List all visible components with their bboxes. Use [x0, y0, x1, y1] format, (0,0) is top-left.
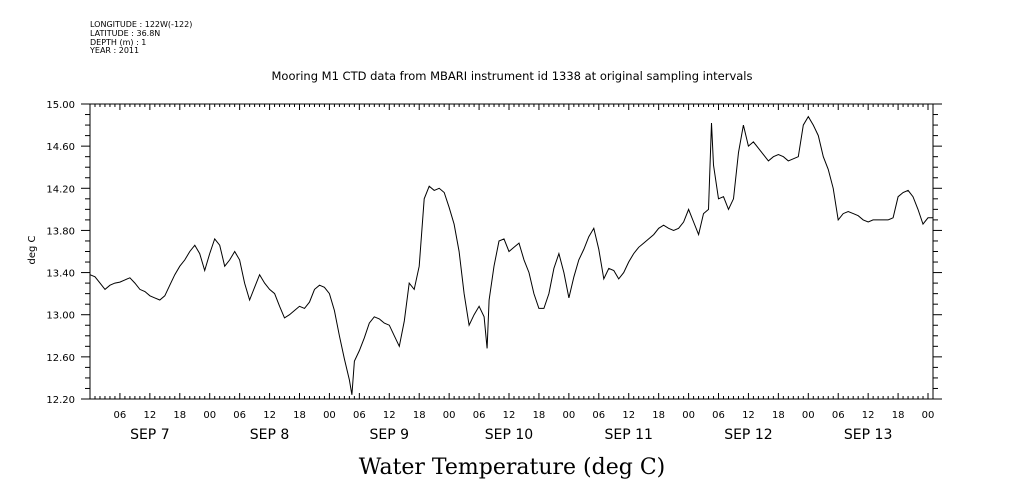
x-tick-label: 18: [293, 410, 306, 421]
x-tick-label: 00: [562, 410, 575, 421]
plot-frame: [89, 103, 934, 400]
x-tick-label: 12: [862, 410, 875, 421]
y-tick-label: 13.80: [46, 226, 75, 237]
day-label: SEP 13: [844, 427, 892, 443]
series-line: [89, 115, 933, 395]
x-tick-label: 00: [682, 410, 695, 421]
x-tick-label: 00: [802, 410, 815, 421]
day-label: SEP 11: [604, 427, 652, 443]
x-tick-label: 12: [383, 410, 396, 421]
meta-depth: DEPTH (m) : 1: [90, 37, 147, 47]
x-tick-label: 00: [203, 410, 216, 421]
x-tick-label: 12: [503, 410, 516, 421]
x-tick-label: 06: [473, 410, 486, 421]
day-label: SEP 12: [724, 427, 772, 443]
x-tick-label: 18: [413, 410, 426, 421]
x-tick-label: 06: [592, 410, 605, 421]
y-tick-label: 13.00: [46, 311, 75, 322]
x-tick-label: 06: [712, 410, 725, 421]
axes: 06 12 18 00 06 12 18 00 06 12 18 00 06 12 18 00 06 12 18 00…: [46, 100, 942, 443]
x-tick-label: 00: [323, 410, 336, 421]
day-label: SEP 7: [130, 427, 170, 443]
x-tick-label: 06: [233, 410, 246, 421]
y-tick-label: 12.60: [46, 353, 75, 364]
day-label: SEP 9: [370, 427, 410, 443]
meta-longitude: LONGITUDE : 122W(-122): [90, 20, 193, 29]
x-tick-label: 06: [832, 410, 845, 421]
meta-latitude: LATITUDE : 36.8N: [90, 28, 161, 38]
day-label: SEP 8: [250, 427, 290, 443]
chart-title: Mooring M1 CTD data from MBARI instrumen…: [272, 69, 753, 83]
x-tick-label: 12: [143, 410, 156, 421]
x-tick-label: 12: [263, 410, 276, 421]
x-tick-label: 06: [114, 410, 127, 421]
x-tick-label: 00: [922, 410, 935, 421]
x-tick-label: 06: [353, 410, 366, 421]
metadata-block: LONGITUDE : 122W(-122) LATITUDE : 36.8N …: [90, 20, 193, 56]
x-tick-label: 00: [443, 410, 456, 421]
x-axis-label: Water Temperature (deg C): [359, 455, 666, 480]
x-tick-label: 12: [742, 410, 755, 421]
y-tick-label: 13.40: [46, 269, 75, 280]
x-tick-label: 18: [892, 410, 905, 421]
y-tick-label: 14.60: [46, 142, 75, 153]
meta-year: YEAR : 2011: [90, 46, 140, 56]
y-axis-label: deg C: [27, 235, 38, 264]
x-tick-label: 18: [173, 410, 186, 421]
x-tick-label: 18: [652, 410, 665, 421]
x-tick-label: 18: [772, 410, 785, 421]
day-label: SEP 10: [485, 427, 533, 443]
x-tick-label: 18: [533, 410, 546, 421]
y-tick-label: 12.20: [46, 395, 75, 406]
y-tick-label: 14.20: [46, 184, 75, 195]
x-tick-label: 12: [622, 410, 635, 421]
y-tick-label: 15.00: [46, 100, 75, 111]
